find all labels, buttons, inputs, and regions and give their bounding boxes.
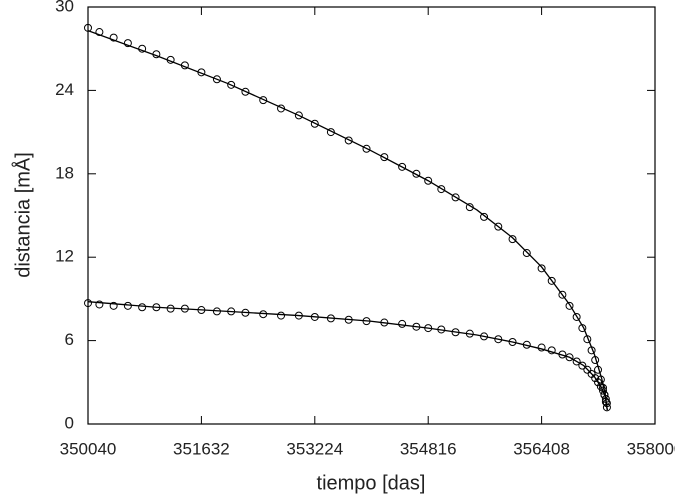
- data-point: [123, 301, 132, 310]
- data-point: [84, 299, 92, 308]
- data-point: [95, 300, 104, 309]
- y-tick-label: 6: [65, 330, 74, 349]
- data-point: [424, 176, 433, 185]
- data-point: [572, 312, 581, 321]
- x-tick-label: 351632: [173, 439, 230, 458]
- data-point: [398, 162, 407, 171]
- data-point: [596, 382, 605, 391]
- data-point: [294, 111, 303, 120]
- data-point: [277, 311, 286, 320]
- data-point: [259, 96, 268, 105]
- data-point: [565, 353, 574, 362]
- data-point: [241, 87, 250, 96]
- data-point: [594, 378, 603, 387]
- data-point: [537, 264, 546, 273]
- data-point: [437, 185, 446, 194]
- data-point: [138, 303, 147, 312]
- data-point: [212, 75, 221, 84]
- x-tick-label: 356408: [513, 439, 570, 458]
- data-point: [109, 301, 118, 310]
- x-axis-label: tiempo [das]: [317, 472, 426, 494]
- x-tick-label: 358000: [627, 439, 675, 458]
- fit-line: [87, 301, 608, 411]
- data-point: [508, 235, 517, 244]
- data-point: [95, 28, 104, 37]
- y-axis-label: distancia [mÅ]: [11, 152, 34, 278]
- data-point: [109, 33, 118, 42]
- data-point: [451, 193, 460, 202]
- fit-line: [87, 30, 608, 411]
- data-point: [398, 319, 407, 328]
- plot-frame: [87, 6, 656, 425]
- data-point: [565, 301, 574, 310]
- data-point: [572, 357, 581, 366]
- data-point: [591, 374, 600, 383]
- data-point: [84, 23, 92, 32]
- x-tick-label: 350040: [60, 439, 117, 458]
- data-point: [412, 169, 421, 178]
- x-tick-label: 353224: [286, 439, 343, 458]
- data-point: [547, 276, 556, 285]
- y-tick-label: 30: [55, 0, 74, 15]
- data-point: [227, 80, 236, 89]
- y-tick-label: 0: [65, 413, 74, 432]
- data-point: [494, 222, 503, 231]
- data-point: [480, 332, 489, 341]
- y-tick-label: 24: [55, 80, 74, 99]
- data-point: [599, 386, 608, 395]
- data-point: [583, 365, 592, 374]
- data-point: [522, 249, 531, 258]
- data-point: [480, 212, 489, 221]
- data-point: [494, 335, 503, 344]
- data-point: [123, 39, 132, 48]
- data-point: [362, 144, 371, 153]
- data-point: [578, 361, 587, 370]
- data-point: [380, 153, 389, 162]
- data-point: [310, 119, 319, 128]
- data-point: [344, 136, 353, 145]
- data-point: [508, 337, 517, 346]
- x-tick-label: 354816: [400, 439, 457, 458]
- data-point: [558, 290, 567, 299]
- y-tick-label: 12: [55, 247, 74, 266]
- y-tick-label: 18: [55, 163, 74, 182]
